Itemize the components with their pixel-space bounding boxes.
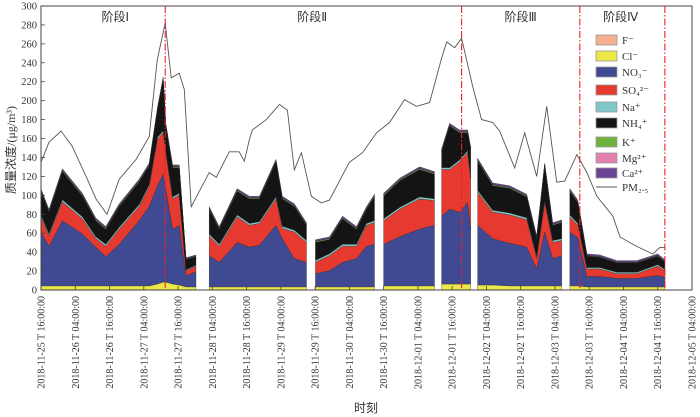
stage-label: 阶段Ⅰ bbox=[101, 9, 129, 24]
x-tick-label: 2018-11-27 T 16:00:00 bbox=[174, 296, 185, 389]
area-Ca-segment-1 bbox=[40, 76, 197, 259]
x-tick-label: 2018-12-02 T 16:00:00 bbox=[516, 296, 527, 389]
x-tick-label: 2018-12-02 T 04:00:00 bbox=[482, 296, 493, 389]
legend-swatch-SO4 bbox=[595, 84, 618, 96]
legend-swatch-Na bbox=[595, 101, 618, 113]
area-Ca-segment-2 bbox=[209, 158, 307, 229]
x-tick-label: 2018-11-29 T 16:00:00 bbox=[311, 296, 322, 389]
x-tick-label: 2018-12-01 T 16:00:00 bbox=[448, 296, 459, 389]
x-tick-label: 2018-11-26 T 04:00:00 bbox=[71, 296, 82, 389]
x-tick-label: 2018-11-26 T 16:00:00 bbox=[105, 296, 116, 389]
x-tick-label: 2018-11-30 T 04:00:00 bbox=[345, 296, 356, 389]
legend-label-Mg: Mg²⁺ bbox=[622, 153, 647, 165]
area-Cl-segment-5 bbox=[441, 283, 471, 290]
x-tick-label: 2018-12-04 T 04:00:00 bbox=[619, 296, 630, 389]
x-tick-label: 2018-11-25 T 16:00:00 bbox=[37, 296, 48, 389]
x-tick-label: 2018-11-30 T 16:00:00 bbox=[379, 296, 390, 389]
legend-label-pm25: PM₂.₅ bbox=[622, 182, 648, 194]
stacked-areas bbox=[40, 76, 666, 291]
y-tick-label: 260 bbox=[21, 39, 37, 50]
y-tick-label: 60 bbox=[27, 229, 38, 240]
area-Ca-segment-6 bbox=[477, 157, 562, 238]
legend-swatch-NH4 bbox=[595, 117, 618, 129]
pm25-line-group bbox=[40, 22, 665, 255]
legend-swatch-Cl bbox=[595, 50, 618, 62]
legend-swatch-Mg bbox=[595, 152, 618, 164]
pm25-line bbox=[40, 22, 665, 255]
area-Ca-segment-4 bbox=[383, 166, 435, 196]
y-tick-label: 240 bbox=[21, 58, 37, 69]
legend-swatch-F bbox=[595, 34, 618, 46]
area-Ca-segment-3 bbox=[315, 193, 375, 242]
area-Cl-segment-2 bbox=[209, 286, 307, 290]
x-tick-label: 2018-11-27 T 04:00:00 bbox=[139, 296, 150, 389]
area-NO3-segment-5 bbox=[441, 202, 471, 285]
legend-swatch-NO3 bbox=[595, 66, 618, 78]
y-tick-label: 120 bbox=[21, 172, 37, 183]
x-tick-label: 2018-12-05 T 04:00:00 bbox=[688, 296, 699, 389]
x-tick-label: 2018-12-04 T 16:00:00 bbox=[653, 296, 664, 389]
y-tick-label: 280 bbox=[21, 20, 37, 31]
y-tick-label: 80 bbox=[27, 210, 38, 221]
x-tick-label: 2018-12-03 T 04:00:00 bbox=[550, 296, 561, 389]
y-tick-label: 20 bbox=[27, 267, 38, 278]
legend-label-K: K⁺ bbox=[622, 137, 636, 149]
stage-label: 阶段Ⅲ bbox=[505, 9, 537, 24]
area-Cl-segment-3 bbox=[315, 286, 375, 290]
x-tick-label: 2018-11-28 T 04:00:00 bbox=[208, 296, 219, 389]
legend-label-NH4: NH₄⁺ bbox=[622, 118, 648, 130]
legend-label-Na: Na⁺ bbox=[622, 102, 641, 114]
legend-swatch-K bbox=[595, 136, 618, 148]
stage-dividers: 阶段Ⅰ 阶段Ⅱ 阶段Ⅲ 阶段Ⅳ bbox=[101, 6, 666, 290]
legend-label-F: F⁻ bbox=[622, 35, 634, 47]
y-tick-label: 200 bbox=[21, 96, 37, 107]
legend-label-NO3: NO₃⁻ bbox=[622, 67, 648, 79]
y-axis-title: 质量浓度/(μg/m³) bbox=[3, 106, 18, 194]
legend-label-Cl: Cl⁻ bbox=[622, 51, 638, 63]
x-tick-label: 2018-11-28 T 16:00:00 bbox=[242, 296, 253, 389]
stage-label: 阶段Ⅱ bbox=[297, 9, 327, 24]
y-tick-label: 300 bbox=[21, 2, 37, 13]
legend-label-SO4: SO₄²⁻ bbox=[622, 85, 649, 97]
x-axis-title: 时刻 bbox=[354, 401, 378, 415]
legend: F⁻ Cl⁻ NO₃⁻ SO₄²⁻ Na⁺ NH₄⁺ K⁺ Mg²⁺ Ca²⁺ PM₂.₅ bbox=[595, 34, 649, 194]
legend-swatch-Ca bbox=[595, 167, 618, 179]
legend-label-Ca: Ca²⁺ bbox=[622, 168, 644, 180]
x-tick-label: 2018-12-03 T 16:00:00 bbox=[585, 296, 596, 389]
axes: 0 20 40 60 80 100 120 140 160 180 200 220 240 260 280 3… bbox=[21, 2, 698, 389]
y-tick-label: 140 bbox=[21, 153, 37, 164]
plot-frame bbox=[40, 5, 693, 291]
x-tick-label: 2018-12-01 T 04:00:00 bbox=[413, 296, 424, 389]
x-tick-label: 2018-11-29 T 04:00:00 bbox=[276, 296, 287, 389]
stage-label: 阶段Ⅳ bbox=[603, 9, 638, 24]
y-tick-label: 160 bbox=[21, 134, 37, 145]
y-tick-label: 100 bbox=[21, 191, 37, 202]
area-Ca-segment-5 bbox=[441, 123, 471, 151]
y-tick-label: 220 bbox=[21, 77, 37, 88]
area-Cl-segment-4 bbox=[383, 285, 435, 290]
y-tick-label: 180 bbox=[21, 115, 37, 126]
y-tick-label: 0 bbox=[32, 286, 37, 297]
y-tick-label: 40 bbox=[27, 248, 38, 259]
